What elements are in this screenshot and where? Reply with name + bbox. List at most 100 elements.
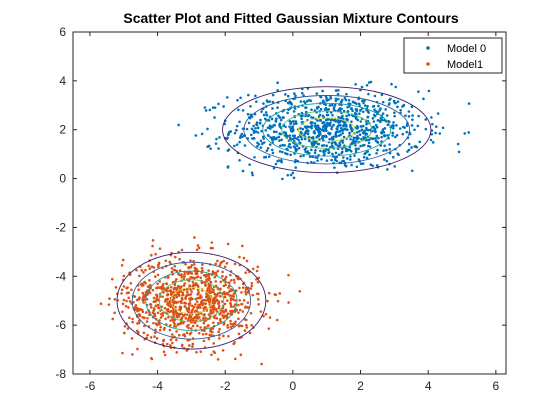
data-point-model-0: [372, 104, 376, 108]
data-point-model-0: [322, 144, 326, 147]
data-point-model-0: [307, 113, 311, 117]
data-point-model1: [229, 305, 233, 308]
data-point-model-0: [234, 129, 238, 132]
data-point-model1: [158, 328, 162, 332]
data-point-model1: [233, 322, 237, 326]
contour-line-component-0: [262, 102, 392, 157]
data-point-model-0: [413, 128, 416, 132]
data-point-model1: [129, 281, 133, 285]
data-point-model1: [152, 307, 156, 310]
data-point-model1: [152, 321, 155, 325]
data-point-model-0: [264, 111, 268, 114]
data-point-model1: [213, 276, 216, 279]
data-point-model1: [189, 318, 192, 322]
data-point-model1: [189, 276, 192, 279]
data-point-model-0: [293, 146, 297, 149]
data-point-model1: [207, 296, 210, 300]
data-point-model-0: [394, 135, 397, 139]
data-point-model-0: [393, 114, 396, 118]
data-point-model-0: [374, 137, 377, 140]
x-tick-label: 6: [493, 379, 500, 393]
data-point-model1: [137, 321, 141, 325]
data-point-model-0: [308, 155, 312, 159]
data-point-model-0: [262, 137, 265, 140]
data-point-model1: [256, 280, 260, 284]
data-point-model-0: [325, 113, 329, 117]
data-point-model-0: [275, 117, 278, 120]
data-point-model-0: [300, 131, 303, 135]
data-point-model-0: [252, 124, 255, 128]
data-point-model-0: [333, 103, 337, 107]
data-point-model-0: [350, 163, 353, 167]
data-point-model1: [189, 316, 192, 319]
data-point-model1: [159, 309, 162, 312]
data-point-model-0: [310, 116, 313, 119]
data-point-model1: [174, 325, 178, 328]
data-point-model1: [212, 342, 216, 345]
data-point-model-0: [286, 173, 290, 177]
data-point-model-0: [376, 119, 380, 122]
data-point-model1: [185, 325, 189, 328]
data-point-model-0: [289, 136, 292, 140]
data-point-model1: [215, 317, 219, 320]
data-point-model1: [227, 286, 230, 289]
data-point-model1: [159, 325, 163, 329]
data-point-model1: [233, 357, 237, 361]
data-point-model-0: [206, 145, 209, 148]
data-point-model1: [244, 290, 247, 294]
data-point-model-0: [276, 106, 279, 109]
data-point-model1: [201, 332, 205, 336]
data-point-model1: [120, 292, 123, 295]
data-point-model-0: [407, 142, 411, 146]
data-point-model-0: [278, 116, 282, 119]
x-tick-label: 4: [425, 379, 432, 393]
data-point-model1: [210, 241, 214, 244]
data-point-model1: [151, 288, 155, 292]
data-point-model-0: [341, 114, 344, 118]
data-point-model1: [190, 290, 193, 293]
data-point-model-0: [266, 133, 270, 137]
data-point-model-0: [417, 114, 420, 118]
data-point-model1: [184, 295, 188, 298]
data-point-model-0: [334, 151, 338, 155]
data-point-model1: [200, 301, 204, 305]
data-point-model1: [134, 303, 138, 307]
data-point-model-0: [401, 105, 404, 108]
data-point-model-0: [339, 123, 342, 127]
data-point-model1: [233, 303, 237, 306]
data-point-model1: [245, 259, 249, 263]
data-point-model-0: [381, 100, 385, 104]
data-point-model-0: [264, 129, 268, 132]
data-point-model1: [231, 324, 235, 328]
data-point-model-0: [331, 152, 334, 156]
data-point-model-0: [348, 131, 351, 135]
data-point-model-0: [338, 107, 342, 110]
data-point-model-0: [377, 104, 380, 108]
data-point-model1: [131, 353, 134, 356]
data-point-model1: [124, 304, 128, 308]
data-point-model1: [170, 291, 173, 294]
data-point-model-0: [385, 114, 389, 117]
data-point-model-0: [369, 80, 373, 84]
data-point-model1: [238, 308, 242, 312]
data-point-model1: [126, 286, 129, 289]
data-point-model1: [111, 317, 114, 321]
data-point-model-0: [429, 138, 433, 142]
data-point-model1: [157, 306, 161, 310]
data-point-model1: [196, 244, 200, 247]
data-point-model1: [145, 297, 149, 301]
axes-box: [72, 31, 507, 375]
data-point-model-0: [358, 133, 362, 136]
data-point-model-0: [297, 146, 301, 150]
data-point-model1: [223, 302, 227, 306]
data-point-model1: [156, 298, 160, 301]
data-point-model-0: [411, 114, 414, 117]
data-point-model-0: [200, 132, 204, 136]
data-point-model1: [169, 285, 173, 289]
data-point-model1: [127, 306, 130, 309]
data-point-model-0: [256, 131, 260, 134]
data-point-model1: [231, 288, 234, 292]
data-point-model-0: [286, 134, 289, 138]
data-point-model-0: [382, 130, 386, 134]
data-point-model-0: [289, 146, 292, 149]
